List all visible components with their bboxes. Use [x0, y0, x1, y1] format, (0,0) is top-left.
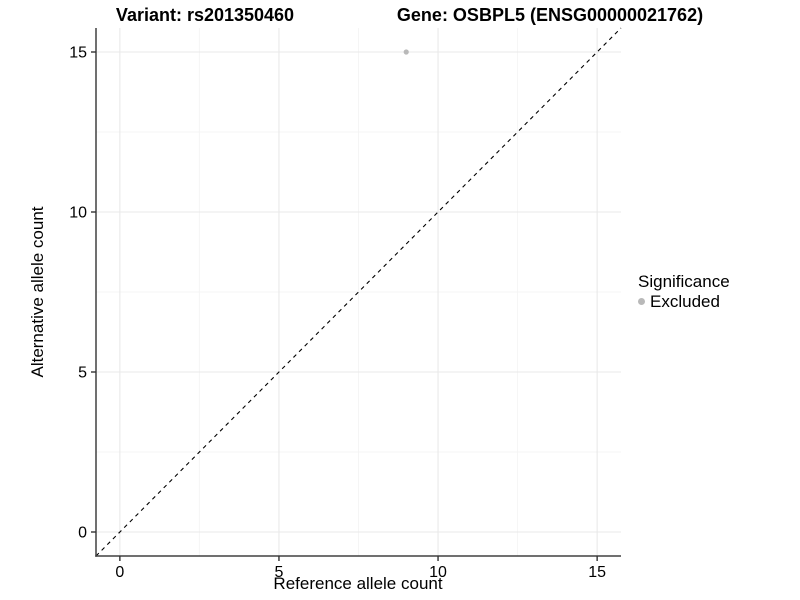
legend-item-label: Excluded — [650, 292, 720, 311]
y-tick-label: 5 — [78, 365, 87, 382]
x-tick-label: 10 — [429, 564, 447, 581]
variant-title: Variant: rs201350460 — [115, 5, 295, 25]
y-tick-label: 0 — [78, 525, 87, 542]
x-axis-title: Reference allele count — [273, 574, 443, 593]
legend: Significance Excluded — [638, 273, 730, 310]
legend-item-excluded: Excluded — [638, 293, 730, 310]
gene-title: Gene: OSBPL5 (ENSG00000021762) — [396, 5, 704, 25]
excluded-point-icon — [638, 298, 645, 305]
x-tick-label: 0 — [115, 564, 124, 581]
data-point — [403, 49, 409, 55]
legend-title: Significance — [638, 272, 730, 291]
y-tick-label: 10 — [69, 205, 87, 222]
y-axis-title: Alternative allele count — [28, 206, 47, 378]
x-tick-label: 5 — [275, 564, 284, 581]
x-tick-label: 15 — [588, 564, 606, 581]
y-tick-label: 15 — [69, 45, 87, 62]
